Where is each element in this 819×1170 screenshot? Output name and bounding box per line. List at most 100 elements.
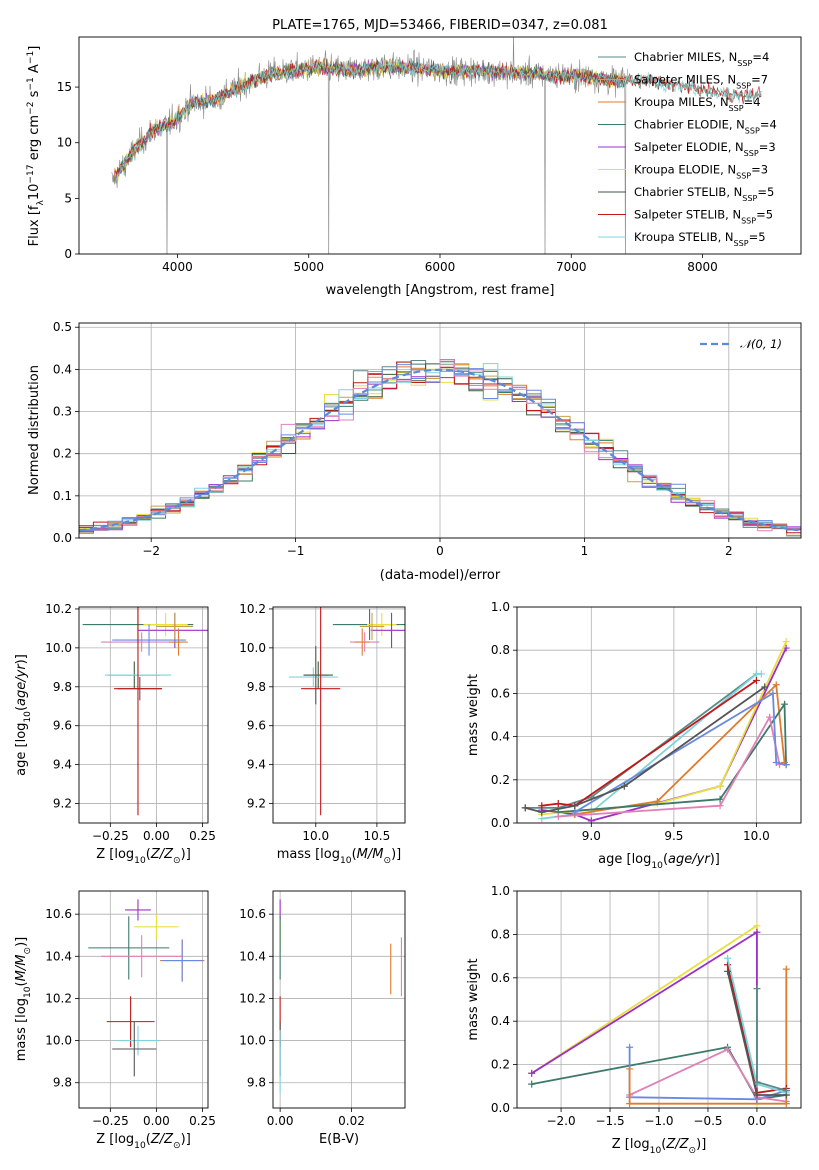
x-tick-label: 7000 — [556, 260, 587, 274]
weight-vs-age-ylabel: mass weight — [466, 674, 481, 756]
axes-frame — [78, 890, 209, 1109]
legend-entry: Chabrier ELODIE, NSSP=4 — [634, 118, 777, 136]
weight-series-line — [541, 679, 757, 807]
x-tick-label: 0.00 — [143, 1114, 170, 1128]
weight-marker — [538, 808, 546, 816]
weight-marker — [757, 670, 765, 678]
weight-marker — [782, 638, 790, 646]
axes-frame — [516, 890, 802, 1109]
y-tick-label: 10.2 — [45, 602, 72, 616]
y-tick-label: 9.8 — [53, 680, 72, 694]
y-tick-label: 9.6 — [247, 719, 266, 733]
weight-marker — [626, 1100, 634, 1108]
weight-marker — [782, 1087, 790, 1095]
axes-frame — [78, 606, 209, 824]
weight-marker — [766, 713, 774, 721]
weight-marker — [753, 1091, 761, 1099]
x-tick-label: −0.25 — [92, 1114, 129, 1128]
spectrum-title: PLATE=1765, MJD=53466, FIBERID=0347, z=0… — [272, 18, 608, 33]
y-tick-label: 10.0 — [239, 641, 266, 655]
axes-frame — [78, 322, 802, 539]
weight-series-line — [628, 969, 788, 1105]
x-tick-label: −1 — [287, 544, 305, 558]
y-tick-label: 0.4 — [491, 730, 510, 744]
x-tick-label: 9.0 — [582, 829, 601, 843]
axes-weight-vs-age: 9.0 9.5 10.0 0.0 0.2 0.4 0.6 0.8 1.0 — [491, 600, 802, 843]
weight-marker — [772, 759, 780, 767]
mass-vs-Z-xlabel: Z [log10(Z/Z⊙)] — [96, 1132, 191, 1151]
legend-entry: Chabrier MILES, NSSP=4 — [634, 50, 769, 68]
y-tick-label: 9.4 — [247, 758, 266, 772]
weight-marker — [782, 965, 790, 973]
weight-marker — [626, 1065, 634, 1073]
axes-frame — [78, 36, 802, 255]
y-tick-label: 5 — [64, 191, 72, 205]
normal-reference-curve — [79, 368, 801, 532]
x-tick-label: 1 — [581, 544, 589, 558]
spectrum-ylabel: Flux [fλ10−17 erg cm−2 s−1 A−1] — [26, 46, 46, 247]
weight-marker — [753, 922, 761, 930]
weight-marker — [620, 782, 628, 790]
x-tick-label: −0.25 — [92, 829, 129, 843]
axes-residuals: −2 −1 0 1 2 0.0 0.1 0.2 0.3 0.4 0.5 — [53, 320, 802, 558]
weight-marker — [626, 1043, 634, 1051]
y-tick-label: 0.0 — [491, 1101, 510, 1115]
weight-marker — [538, 802, 546, 810]
axes-frame — [272, 890, 406, 1109]
weight-marker — [724, 954, 732, 962]
y-tick-label: 15 — [57, 80, 72, 94]
y-tick-label: 10.2 — [45, 991, 72, 1005]
weight-series-line — [541, 641, 787, 816]
y-tick-label: 0.8 — [491, 927, 510, 941]
x-tick-label: 10.5 — [364, 829, 391, 843]
weight-series-line — [558, 701, 787, 814]
weight-marker — [782, 1100, 790, 1108]
weight-marker — [761, 683, 769, 691]
weight-series-line — [629, 1048, 787, 1103]
y-tick-label: 10.4 — [45, 949, 72, 963]
y-tick-label: 1.0 — [491, 884, 510, 898]
weight-marker — [769, 689, 777, 697]
x-tick-label: 0 — [436, 544, 444, 558]
weight-marker — [753, 1078, 761, 1086]
weight-marker — [521, 804, 529, 812]
y-tick-label: 9.2 — [53, 797, 72, 811]
mass-vs-Z-ylabel: mass [log10(M/M⊙)] — [14, 937, 33, 1061]
plot-area — [273, 891, 405, 1108]
y-tick-label: 0.0 — [491, 816, 510, 830]
age-vs-Z-ylabel: age [log10(age/yr)] — [14, 654, 33, 776]
legend-entry: Kroupa ELODIE, NSSP=3 — [634, 163, 768, 181]
x-tick-label: 2 — [725, 544, 733, 558]
weight-vs-age-xlabel: age [log10(age/yr)] — [598, 852, 720, 871]
plot-area — [79, 891, 208, 1108]
weight-marker — [724, 1045, 732, 1053]
legend-entry: Salpeter STELIB, NSSP=5 — [634, 208, 773, 226]
y-tick-label: 9.2 — [247, 797, 266, 811]
mass-vs-EBV-xlabel: E(B-V) — [319, 1132, 359, 1147]
weight-marker — [528, 1080, 536, 1088]
y-tick-label: 0.2 — [53, 447, 72, 461]
y-tick-label: 0.4 — [53, 362, 72, 376]
y-tick-label: 0.2 — [491, 1058, 510, 1072]
residuals-xlabel: (data-model)/error — [380, 568, 501, 583]
weight-marker — [587, 817, 595, 823]
residual-histogram-step — [79, 364, 801, 534]
x-tick-label: 0.0 — [747, 1114, 766, 1128]
y-tick-label: 0 — [64, 247, 72, 261]
axes-weight-vs-Z: −2.0 −1.5 −1.0 −0.5 0.0 0.0 0.2 0.4 0.6 0.8 1.0 — [491, 884, 802, 1128]
weight-marker — [752, 676, 760, 684]
x-tick-label: −1.0 — [644, 1114, 673, 1128]
weight-marker — [571, 802, 579, 810]
weight-series-line — [574, 691, 787, 813]
x-tick-label: 6000 — [425, 260, 456, 274]
y-tick-label: 0.8 — [491, 643, 510, 657]
y-tick-label: 10.6 — [239, 907, 266, 921]
weight-marker — [753, 928, 761, 936]
y-tick-label: 0.2 — [491, 773, 510, 787]
model-spectrum-line — [115, 60, 762, 181]
weight-marker — [753, 985, 761, 993]
x-tick-label: 0.00 — [143, 829, 170, 843]
model-spectrum-line — [115, 59, 762, 176]
legend-entry: Kroupa STELIB, NSSP=5 — [634, 230, 766, 248]
weight-marker — [716, 795, 724, 803]
